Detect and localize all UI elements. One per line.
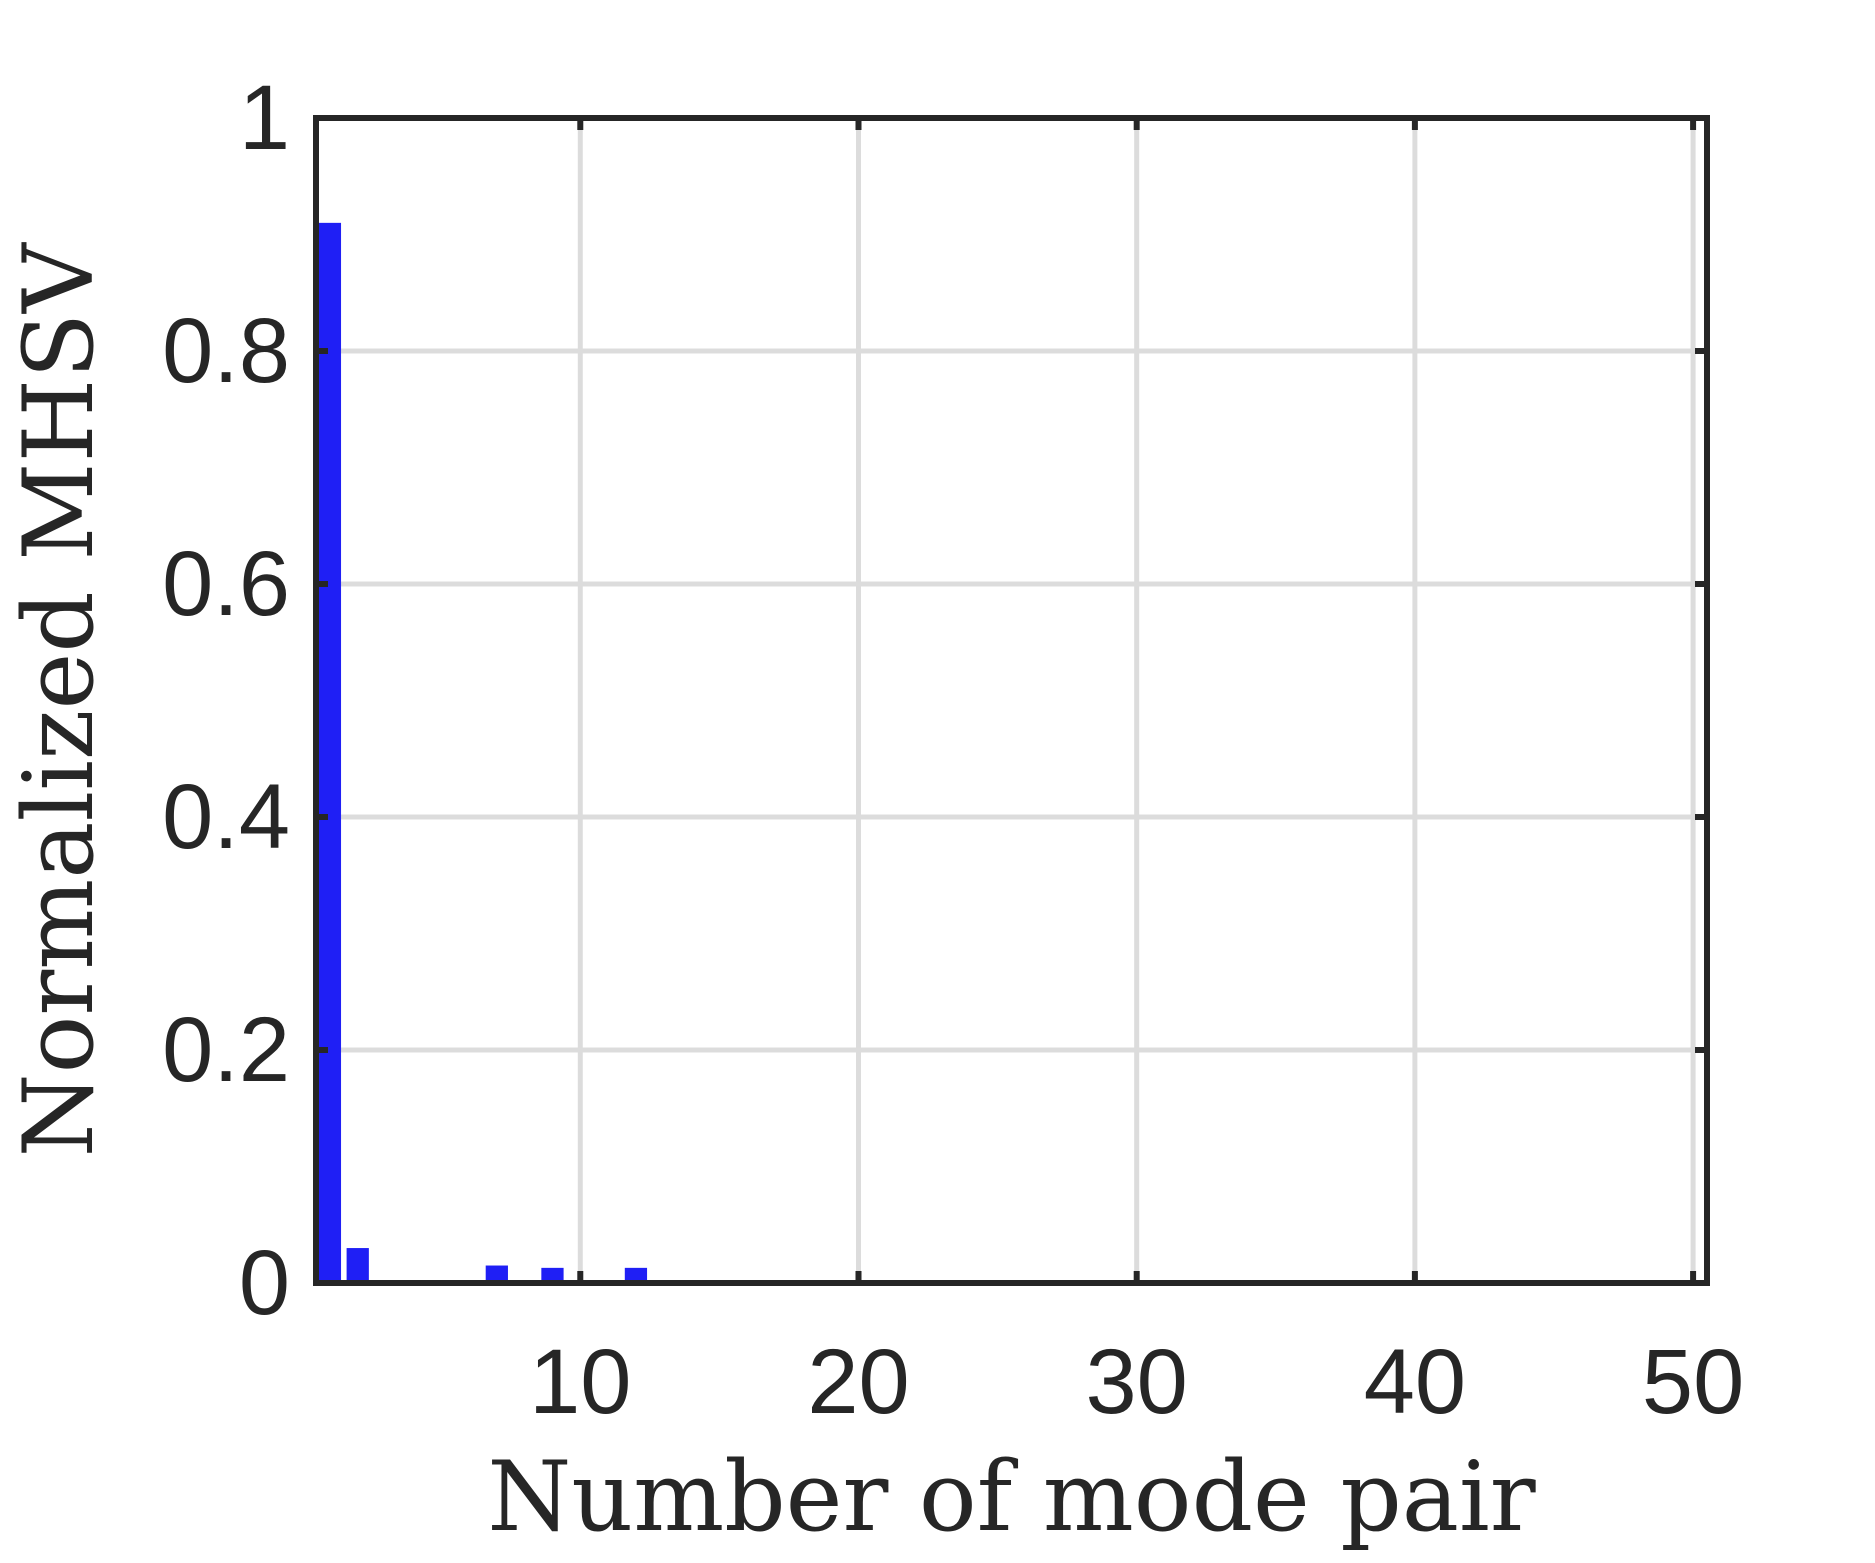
y-tick-label: 0.2 [162,999,290,1101]
x-axis-title: Number of mode pair [487,1441,1535,1553]
axis-ticks [316,115,1707,1286]
axes-frame [313,115,1710,1286]
x-tick-label: 20 [807,1331,909,1433]
bar [318,222,342,1284]
x-tick-label: 40 [1364,1331,1466,1433]
y-tick-label: 0 [239,1232,290,1334]
bar-series [318,222,1065,1284]
y-tick-label: 0.4 [162,766,290,868]
y-tick-labels: 0 0.2 0.4 0.6 0.8 1 [162,67,290,1334]
grid-lines [316,118,1707,1283]
bar [541,1267,564,1283]
x-tick-label: 30 [1086,1331,1188,1433]
x-tick-label: 10 [529,1331,631,1433]
bar [485,1265,508,1283]
bar [624,1267,648,1283]
x-tick-label: 50 [1642,1331,1744,1433]
y-tick-label: 1 [239,67,290,169]
x-tick-labels: 10 20 30 40 50 [529,1331,1744,1433]
y-axis-title: Normalized MHSV [3,242,115,1158]
y-tick-label: 0.6 [162,533,290,635]
bar [346,1248,369,1283]
y-tick-label: 0.8 [162,300,290,402]
